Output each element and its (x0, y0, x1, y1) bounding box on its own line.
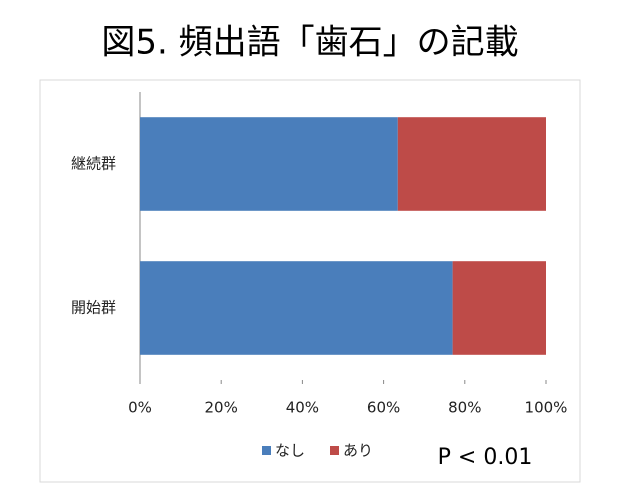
annotation: P < 0.01 (438, 445, 533, 470)
bar-segment (397, 117, 546, 211)
legend-label: あり (343, 442, 373, 460)
x-tick-label: 100% (525, 399, 568, 417)
x-tick-label: 40% (286, 399, 319, 417)
chart-frame (39, 79, 581, 483)
y-tick-label: 継続群 (71, 155, 116, 173)
x-tick-label: 60% (367, 399, 400, 417)
bar-segment (452, 261, 546, 355)
y-tick-label: 開始群 (71, 299, 116, 317)
x-tick-label: 80% (448, 399, 481, 417)
x-tick-label: 20% (205, 399, 238, 417)
bar-segment (140, 117, 398, 211)
legend-swatch (330, 446, 339, 455)
bar-segment (140, 261, 453, 355)
chart-title: 図5. 頻出語「歯石」の記載 (101, 23, 518, 63)
legend-swatch (262, 446, 271, 455)
x-tick-label: 0% (128, 399, 152, 417)
legend-label: なし (275, 442, 305, 460)
